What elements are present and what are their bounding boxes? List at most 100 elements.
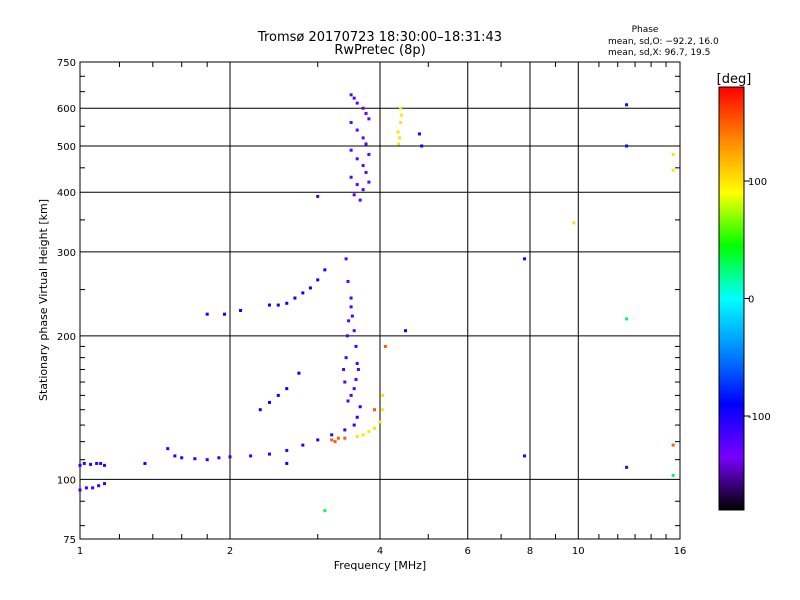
phase-info-x-mode: mean, sd,X: 96.7, 19.5 [608,48,710,58]
data-point [671,473,675,477]
data-point [293,296,297,300]
data-point [355,157,359,161]
data-points [78,93,675,513]
data-point [381,393,385,397]
data-point [343,380,347,384]
data-point [397,142,401,146]
data-point [78,488,82,492]
data-point [399,106,403,110]
data-point [367,117,371,121]
data-point [355,183,359,187]
x-axis: 1 2 4 6 8 10 16 [77,62,687,557]
data-point [99,461,103,465]
data-point [330,438,334,442]
data-point [316,194,320,198]
data-point [345,334,349,338]
data-point [625,465,629,469]
data-point [323,509,327,513]
data-point [350,314,354,318]
data-point [355,435,359,439]
data-point [276,303,280,307]
data-point [381,408,385,412]
data-point [316,278,320,282]
data-point [143,461,147,465]
data-point [205,312,209,316]
data-point [349,175,353,179]
data-point [223,312,227,316]
data-point [239,308,243,312]
data-point [361,136,365,140]
phase-info-heading: Phase [632,25,659,35]
data-point [349,305,353,309]
data-point [355,101,359,105]
data-point [82,461,86,465]
data-point [308,286,312,290]
data-point [205,458,209,462]
data-point [349,121,353,125]
data-point [344,257,348,261]
data-point [398,136,402,140]
phase-info: Phase mean, sd,O: −92.2, 16.0 mean, sd,X… [608,25,719,58]
data-point [180,456,184,460]
data-point [276,393,280,397]
data-point [355,128,359,132]
data-point [267,303,271,307]
colorbar-tick-label: 100 [748,177,767,188]
grid [80,62,680,539]
data-point [343,428,347,432]
data-point [373,426,377,430]
data-point [671,152,675,156]
data-point [352,387,356,391]
colorbar-gradient [718,86,745,511]
data-point [400,113,404,117]
data-point [297,371,301,375]
data-point [364,142,368,146]
data-point [103,463,107,467]
data-point [358,198,362,202]
x-tick-label: 2 [227,546,233,557]
data-point [358,405,362,409]
y-tick-label: 600 [57,104,76,115]
data-point [91,486,95,490]
data-point [316,438,320,442]
data-point [352,329,356,333]
x-tick-label: 4 [377,546,383,557]
data-point [625,144,629,148]
data-point [354,377,358,381]
data-point [378,420,382,424]
data-point [344,356,348,360]
data-point [84,486,88,490]
data-point [343,436,347,440]
colorbar: [deg] 100 0 -100 [717,72,771,511]
data-point [301,291,305,295]
data-point [78,463,82,467]
data-point [671,168,675,172]
data-point [364,170,368,174]
data-point [399,121,403,125]
data-point [396,130,400,134]
data-point [361,433,365,437]
y-tick-label: 200 [57,332,76,343]
y-tick-label: 300 [57,248,76,259]
chart-subtitle: RwPretec (8p) [334,43,425,58]
data-point [625,317,629,321]
y-tick-label: 400 [57,188,76,199]
data-point [361,188,365,192]
data-point [355,361,359,365]
data-point [258,408,262,412]
data-point [95,461,99,465]
y-tick-label: 750 [57,58,76,69]
x-axis-label: Frequency [MHz] [334,559,426,572]
data-point [249,454,253,458]
data-point [367,152,371,156]
data-point [333,440,337,444]
data-point [301,443,305,447]
data-point [217,456,221,460]
colorbar-label: [deg] [717,72,752,87]
x-tick-label: 1 [77,546,83,557]
data-point [97,484,101,488]
data-point [349,296,353,300]
data-point [625,103,629,107]
data-point [403,329,407,333]
x-tick-label: 16 [674,546,687,557]
